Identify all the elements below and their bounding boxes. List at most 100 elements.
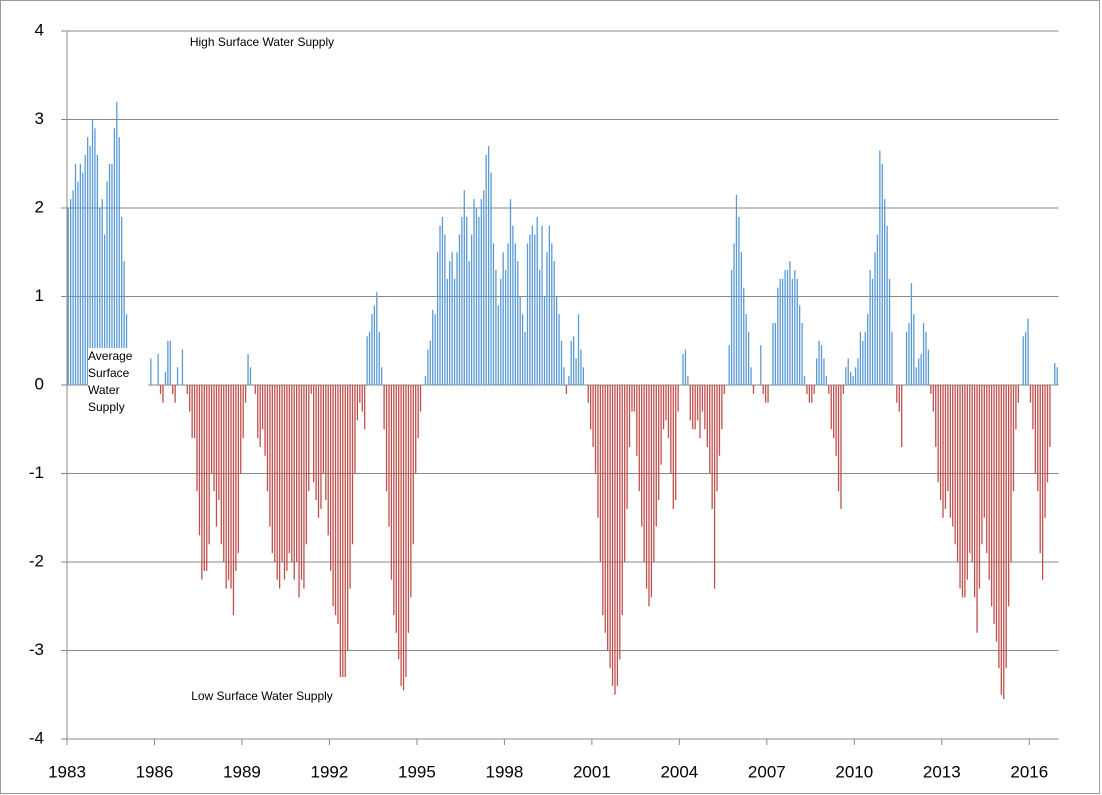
bar [745,314,747,385]
bar [507,243,509,385]
bar [288,385,290,554]
bar [764,385,767,403]
bar [930,385,932,394]
bar [813,385,815,394]
bar [643,385,645,562]
bar [901,385,903,447]
bar [529,234,531,385]
bar [594,385,597,474]
bar [339,385,342,678]
bar [84,154,86,385]
bar [837,385,840,492]
bar [862,340,864,385]
bar [293,385,295,580]
bar [624,385,626,562]
bar [150,358,152,385]
bar [244,385,247,403]
bar [444,234,446,385]
bar [504,269,507,385]
bar [1039,385,1041,554]
bar [526,243,529,385]
bar [463,190,465,385]
bar [276,385,278,580]
bar [660,385,662,465]
bar [884,199,886,385]
annotation: Average Surface Water Supply [88,348,148,416]
bar [908,323,910,385]
bar [1029,385,1032,403]
bar [840,385,842,509]
bar [388,385,390,527]
bar [534,234,536,385]
bar [709,385,711,474]
bar [1003,385,1005,700]
bar [687,376,689,385]
bar [952,385,954,527]
bar [847,358,849,385]
bar [378,331,380,385]
bar [888,278,891,385]
bar [743,287,745,385]
bar [359,385,361,403]
bar [461,216,463,385]
bar [944,385,947,509]
bar [468,261,470,385]
bar [575,358,577,385]
bar [89,146,91,385]
bar [925,331,927,385]
bar [351,385,354,545]
bar [259,385,261,447]
bar [614,385,616,695]
bar [398,385,400,660]
bar [123,261,125,385]
bar [922,323,925,385]
bar [796,278,798,385]
bar [801,323,803,385]
bar [828,385,830,394]
bar [602,385,604,616]
bar [492,243,495,385]
bar [580,349,582,385]
bar [784,269,786,385]
bar [653,385,655,562]
bar [852,376,854,385]
bar [619,385,621,660]
bar [210,385,213,474]
bar [254,385,256,394]
bar [774,323,776,385]
bar [973,385,976,598]
bar [74,163,77,385]
bar [636,385,638,456]
bar [121,216,123,385]
bar [274,385,276,562]
bar [439,225,441,385]
y-tick-label: 4 [35,20,44,39]
bar [684,349,687,385]
bar [1032,385,1034,430]
bar [808,385,811,403]
bar [611,385,614,686]
y-tick-label: -1 [29,463,44,482]
bar [524,331,526,385]
bar [971,385,973,562]
bar [988,385,990,580]
bar [959,385,961,589]
bar [830,385,832,430]
bar [961,385,964,598]
bar [648,385,650,607]
bar [964,385,966,598]
bar [551,243,553,385]
bar [947,385,949,492]
bar [956,385,959,562]
bar [592,385,594,447]
bar [570,340,572,385]
x-tick-label: 2001 [573,762,611,781]
bar [633,385,636,412]
bar [718,385,721,456]
x-tick-label: 1992 [311,762,349,781]
bar [1024,331,1027,385]
bar [879,150,881,385]
bar [733,243,735,385]
bar [553,261,555,385]
